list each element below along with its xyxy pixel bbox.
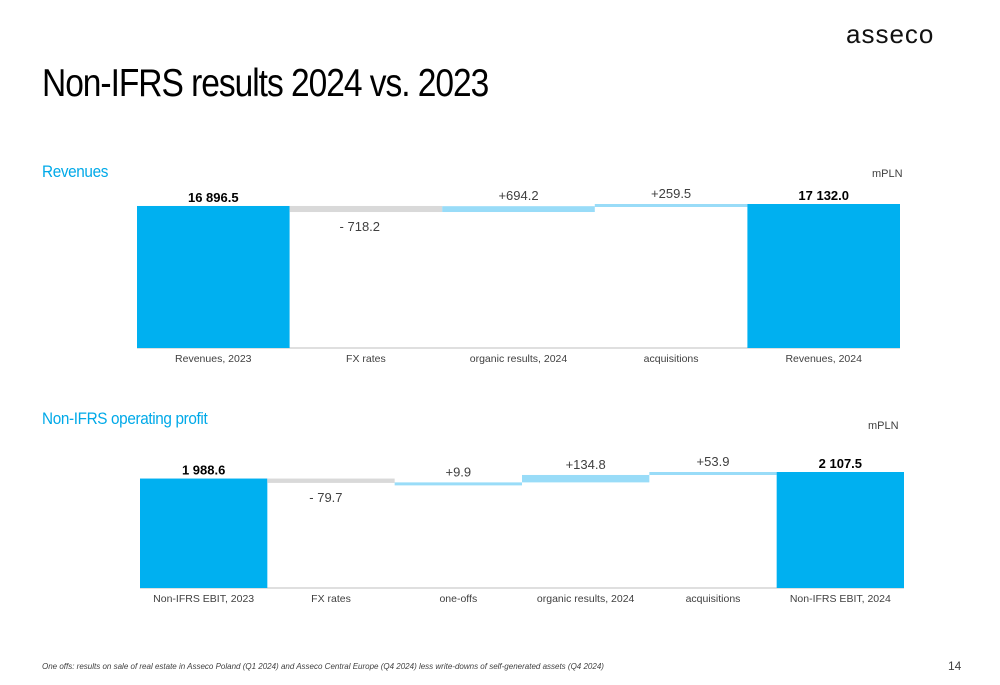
bar-fx-rates	[289, 205, 443, 213]
unit-label-revenues: mPLN	[872, 168, 903, 180]
data-label: - 79.7	[309, 490, 342, 505]
data-label: 16 896.5	[188, 190, 239, 205]
bar-organic-results-2024	[522, 474, 650, 483]
section-title-revenues: Revenues	[42, 162, 109, 181]
category-label: one-offs	[439, 593, 477, 605]
bar-acquisitions	[649, 472, 777, 475]
revenues-waterfall-chart: 16 896.5 Revenues, 2023 - 718.2 FX rates +69…	[137, 186, 900, 365]
category-label: Revenues, 2024	[785, 353, 862, 365]
bar-organic-results-2024	[442, 206, 595, 213]
data-label: +9.9	[445, 464, 471, 479]
data-label: +53.9	[697, 454, 730, 469]
data-label: +134.8	[566, 457, 606, 472]
data-label: 2 107.5	[819, 456, 862, 471]
data-label: - 718.2	[340, 219, 380, 234]
section-title-operating-profit: Non-IFRS operating profit	[42, 409, 208, 428]
category-label: acquisitions	[686, 593, 741, 605]
page-number: 14	[948, 659, 962, 673]
category-label: organic results, 2024	[470, 353, 568, 365]
operating-profit-waterfall-chart: 1 988.6 Non-IFRS EBIT, 2023 - 79.7 FX rates…	[140, 454, 904, 605]
page-title: Non-IFRS results 2024 vs. 2023	[42, 62, 489, 105]
category-label: Non-IFRS EBIT, 2023	[153, 593, 254, 605]
bar-acquisitions	[594, 204, 748, 207]
bar-non-ifrs-ebit-2023	[140, 478, 268, 588]
category-label: organic results, 2024	[537, 593, 635, 605]
category-label: FX rates	[346, 353, 386, 365]
unit-label-operating-profit: mPLN	[868, 420, 899, 432]
bar-one-offs	[394, 482, 522, 486]
category-label: Non-IFRS EBIT, 2024	[790, 593, 891, 605]
asseco-logo: asseco	[846, 24, 934, 46]
data-label: +259.5	[651, 186, 691, 201]
bar-fx-rates	[267, 478, 395, 483]
bar-non-ifrs-ebit-2024	[776, 472, 904, 588]
category-label: FX rates	[311, 593, 351, 605]
data-label: +694.2	[498, 188, 538, 203]
data-label: 1 988.6	[182, 463, 225, 478]
category-label: acquisitions	[644, 353, 699, 365]
footnote: One offs: results on sale of real estate…	[42, 662, 604, 671]
svg-text:asseco: asseco	[846, 24, 934, 46]
category-label: Revenues, 2023	[175, 353, 252, 365]
data-label: 17 132.0	[798, 188, 849, 203]
bar-revenues-2023	[137, 205, 290, 348]
bar-revenues-2024	[747, 204, 900, 348]
